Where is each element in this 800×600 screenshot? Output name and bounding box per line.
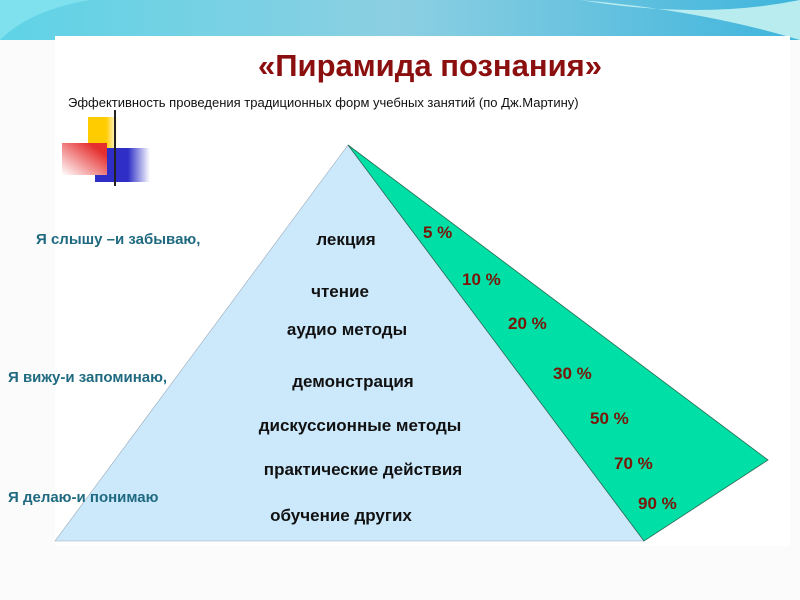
percent-label: 10 %	[462, 270, 501, 289]
level-label: аудио методы	[286, 320, 408, 339]
percent-label: 90 %	[638, 494, 677, 513]
slide-subtitle: Эффективность проведения традиционных фо…	[68, 95, 579, 110]
decor-red-square	[62, 143, 107, 175]
level-label: лекция	[316, 230, 376, 249]
side-label-see: Я вижу-и запоминаю,	[8, 369, 168, 386]
level-label: демонстрация	[292, 372, 414, 391]
level-label: дискуссионные методы	[258, 416, 462, 435]
percent-label: 70 %	[614, 454, 653, 473]
level-label: обучение других	[270, 506, 412, 525]
side-label-do: Я делаю-и понимаю	[8, 489, 159, 506]
percent-label: 20 %	[508, 314, 547, 333]
percent-label: 30 %	[553, 364, 592, 383]
level-label: практические действия	[263, 460, 463, 479]
percent-label: 50 %	[590, 409, 629, 428]
percent-label: 5 %	[423, 223, 453, 242]
slide-title: «Пирамида познания»	[257, 48, 602, 83]
percent-wedge	[347, 144, 769, 542]
side-label-hear: Я слышу –и забываю,	[36, 231, 201, 248]
level-label: чтение	[311, 282, 369, 301]
